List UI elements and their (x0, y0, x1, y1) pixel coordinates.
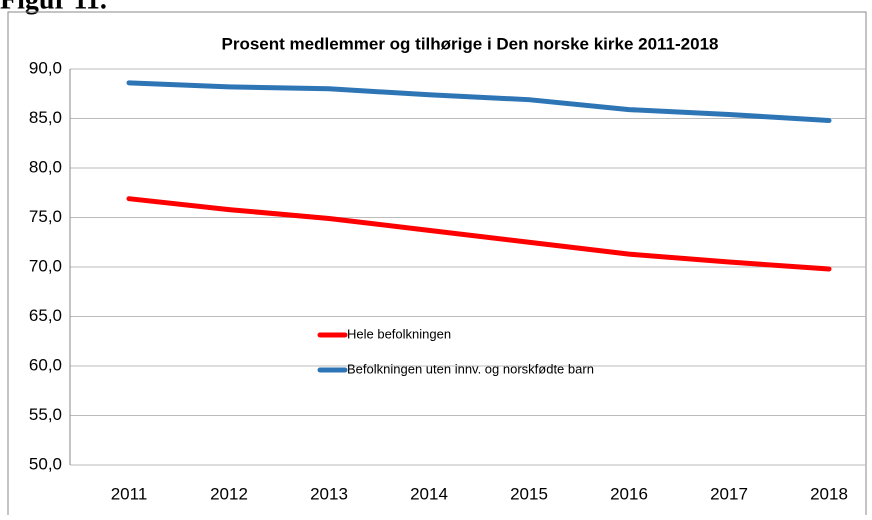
x-tick-label: 2014 (410, 484, 448, 503)
y-tick-label: 60,0 (29, 355, 62, 374)
y-tick-label: 70,0 (29, 256, 62, 275)
y-tick-label: 55,0 (29, 405, 62, 424)
x-tick-label: 2018 (810, 484, 848, 503)
y-tick-label: 85,0 (29, 108, 62, 127)
x-tick-label: 2012 (210, 484, 248, 503)
line-series (126, 80, 832, 123)
y-tick-label: 65,0 (29, 306, 62, 325)
x-tick-label: 2016 (610, 484, 648, 503)
line-series (126, 196, 832, 272)
y-tick-label: 50,0 (29, 454, 62, 473)
figure-heading: Figur 11. (0, 0, 107, 15)
legend-label: Befolkningen uten innv. og norskfødte ba… (347, 361, 594, 376)
x-tick-label: 2015 (510, 484, 548, 503)
x-tick-label: 2013 (310, 484, 348, 503)
y-tick-label: 75,0 (29, 207, 62, 226)
chart-title: Prosent medlemmer og tilhørige i Den nor… (222, 34, 719, 53)
x-tick-label: 2017 (710, 484, 748, 503)
y-tick-label: 80,0 (29, 157, 62, 176)
y-tick-label: 90,0 (29, 58, 62, 77)
legend-label: Hele befolkningen (347, 326, 451, 341)
x-tick-label: 2011 (111, 484, 148, 503)
